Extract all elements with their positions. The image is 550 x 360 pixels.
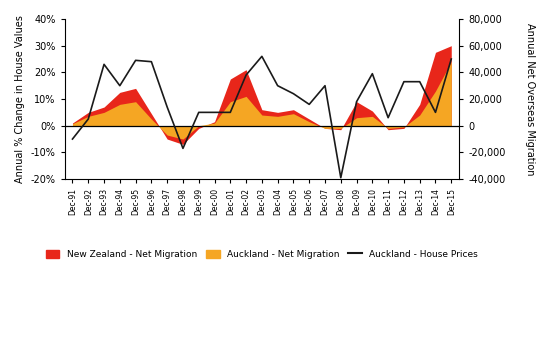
Y-axis label: Annual Net Overseas Migration: Annual Net Overseas Migration: [525, 23, 535, 175]
Legend: New Zealand - Net Migration, Auckland - Net Migration, Auckland - House Prices: New Zealand - Net Migration, Auckland - …: [42, 246, 481, 262]
Y-axis label: Annual % Change in House Values: Annual % Change in House Values: [15, 15, 25, 183]
